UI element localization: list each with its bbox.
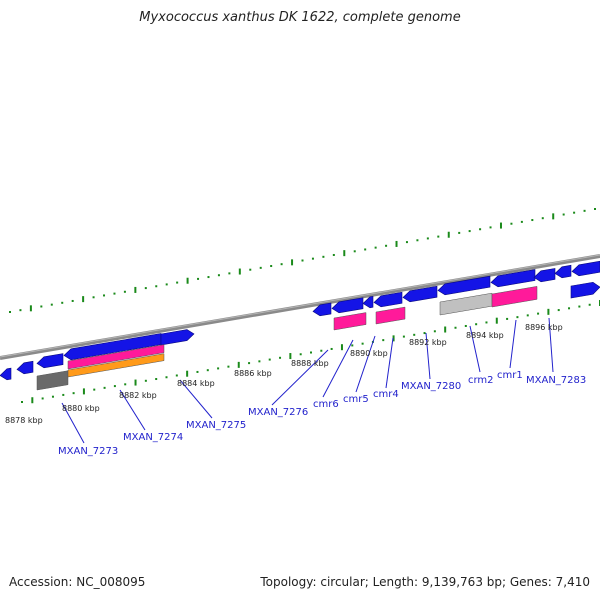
genome-backbone-highlight [0,254,600,358]
kbp-label: 8888 kbp [291,359,329,368]
kbp-label: 8890 kbp [350,349,388,358]
genome-summary-text: Topology: circular; Length: 9,139,763 bp… [260,575,590,589]
leader-line [425,332,431,380]
pink-feature[interactable] [491,286,538,308]
cds-feature[interactable] [373,291,403,308]
cds-feature[interactable] [402,285,438,303]
genome-backbone [0,254,600,360]
cds-feature[interactable] [160,329,195,346]
label-leader-lines [61,317,554,444]
inner-tick-row [21,300,600,404]
gene-label-mxan-7283[interactable]: MXAN_7283 [526,375,586,386]
gene-labels[interactable]: MXAN_7273 MXAN_7274 MXAN_7275 MXAN_7276 … [58,370,586,457]
kbp-label: 8894 kbp [466,331,504,340]
leader-line [355,335,376,393]
cds-feature[interactable] [490,269,536,288]
gray-feature[interactable] [36,370,69,391]
cds-feature[interactable] [16,360,34,375]
cds-feature[interactable] [36,353,64,369]
cds-feature[interactable] [312,302,332,317]
pink-feature[interactable] [375,306,406,325]
gene-label-cmr1[interactable]: cmr1 [497,370,523,381]
cds-feature[interactable] [571,260,600,277]
leader-line [548,317,554,373]
leader-line [119,389,146,431]
orange-feature[interactable] [67,353,165,378]
cds-feature[interactable] [437,275,491,296]
outer-tick-row [9,208,596,313]
kbp-label: 8886 kbp [234,369,272,378]
cds-feature[interactable] [0,367,12,381]
leader-line [179,379,213,419]
kbp-label: 8880 kbp [62,404,100,413]
kbp-labels: 8878 kbp 8880 kbp 8882 kbp 8884 kbp 8886… [5,323,563,425]
kbp-label: 8896 kbp [525,323,563,332]
pink-feature[interactable] [333,312,367,331]
cds-feature[interactable] [570,281,600,299]
cds-feature[interactable] [63,333,162,361]
gene-label-cmr4[interactable]: cmr4 [373,389,399,400]
gene-label-mxan-7280[interactable]: MXAN_7280 [401,381,461,392]
kbp-label: 8892 kbp [409,338,447,347]
cds-feature[interactable] [331,297,364,314]
feature-track[interactable] [0,260,600,391]
kbp-label: 8878 kbp [5,416,43,425]
gene-label-mxan-7275[interactable]: MXAN_7275 [186,420,246,431]
gene-label-cmr6[interactable]: cmr6 [313,399,339,410]
gene-label-mxan-7276[interactable]: MXAN_7276 [248,407,308,418]
leader-line [61,402,85,444]
cds-feature[interactable] [554,264,572,279]
cds-feature[interactable] [362,295,374,309]
cds-feature[interactable] [533,268,556,283]
leader-line [322,339,354,398]
gene-label-cmr5[interactable]: cmr5 [343,394,369,405]
gene-label-crm2[interactable]: crm2 [468,375,494,386]
gene-label-mxan-7273[interactable]: MXAN_7273 [58,446,118,457]
leader-line [469,325,481,373]
gene-label-mxan-7274[interactable]: MXAN_7274 [123,432,183,443]
lightgray-feature[interactable] [439,292,493,316]
leader-line [271,349,329,406]
kbp-label: 8884 kbp [177,379,215,388]
leader-line [385,337,394,389]
pink-feature[interactable] [67,344,165,370]
kbp-label: 8882 kbp [119,391,157,400]
map-title: Myxococcus xanthus DK 1622, complete gen… [139,10,461,25]
accession-text: Accession: NC_008095 [9,575,146,589]
leader-line [509,319,517,369]
